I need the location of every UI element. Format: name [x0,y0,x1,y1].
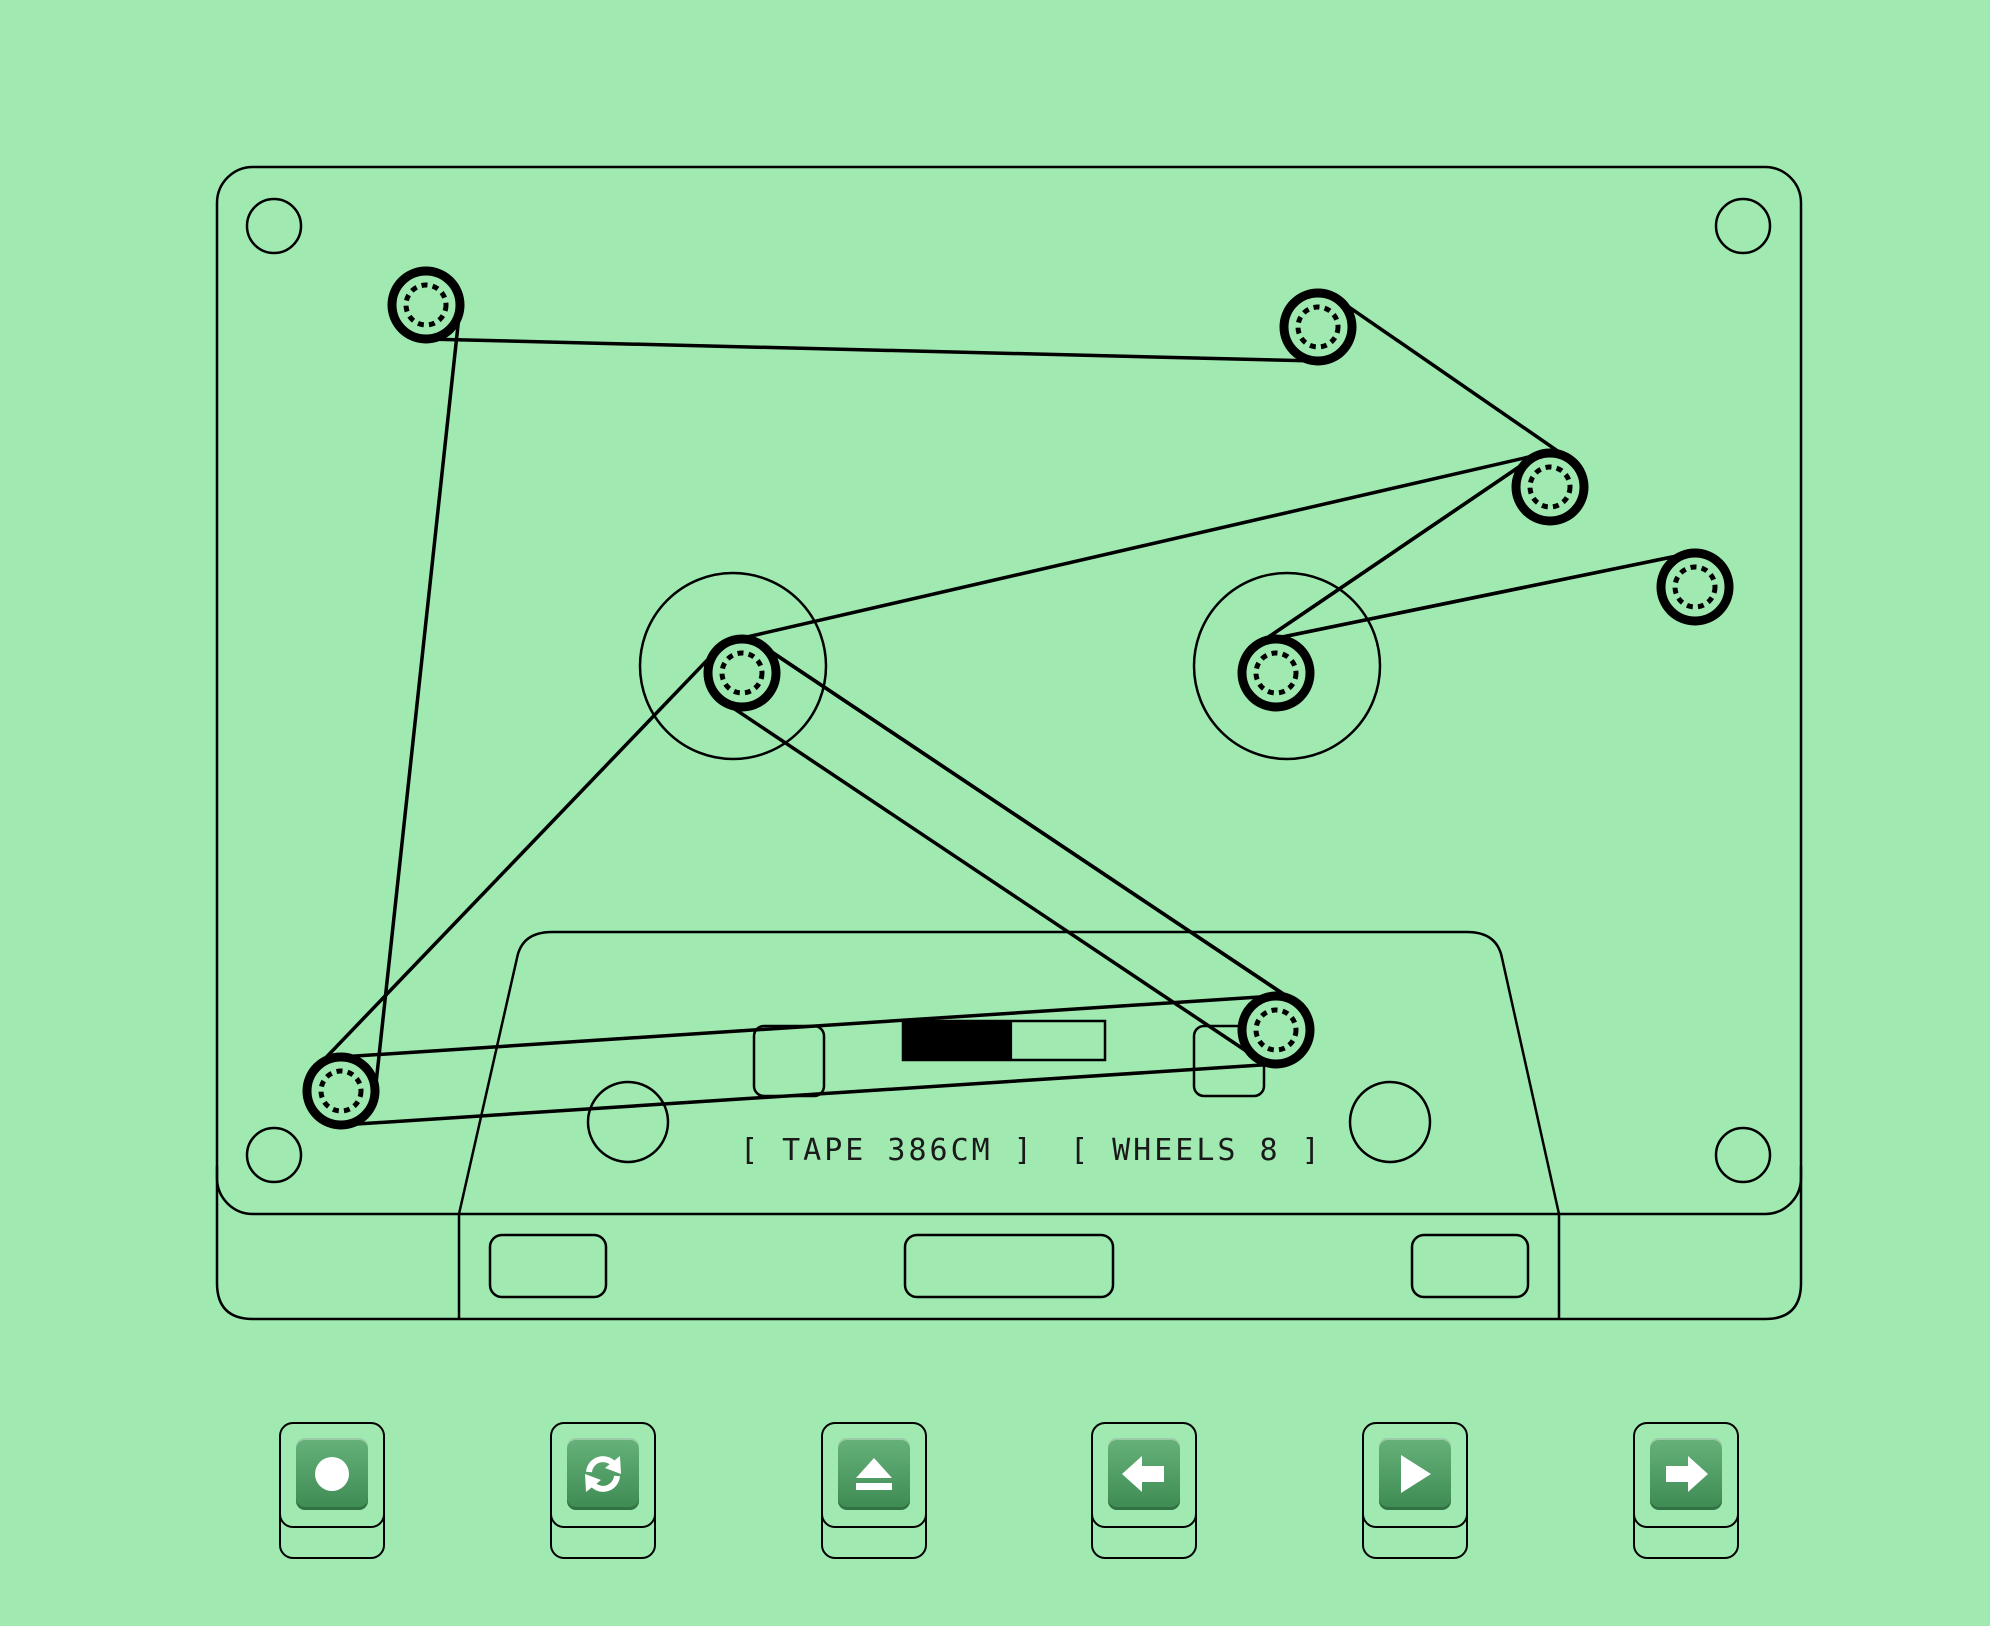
tape-path [315,297,1689,1127]
tape-length-label: [ TAPE 386CM ] [740,1133,1035,1168]
eject-icon [856,1458,892,1490]
rewind-loop-button[interactable] [550,1422,656,1561]
button-cap [550,1422,656,1528]
tape-segment [343,1062,1279,1127]
tape-segment [338,994,1274,1059]
button-face [296,1438,368,1510]
tape-segment [1268,551,1689,642]
wheel-w6[interactable] [1237,634,1315,712]
tape-segment [315,648,719,1069]
next-button[interactable] [1633,1422,1739,1561]
button-cap [1362,1422,1468,1528]
previous-button[interactable] [1091,1422,1197,1561]
record-button[interactable] [279,1422,385,1561]
tape-segment [1255,457,1532,647]
tape-segment [722,699,1259,1060]
button-cap [821,1422,927,1528]
eject-button[interactable] [821,1422,927,1561]
button-face [1108,1438,1180,1510]
button-cap [1633,1422,1739,1528]
button-face [567,1438,639,1510]
play-button[interactable] [1362,1422,1468,1561]
refresh-icon [585,1456,621,1492]
wheel-w5[interactable] [703,634,781,712]
wheel-w8[interactable] [302,1052,380,1130]
tape-segment [733,452,1543,642]
tape-progress-bar [901,1019,1107,1062]
cassette-shell [215,165,1803,1321]
record-icon [315,1457,349,1491]
wheel-layer [302,266,1734,1130]
wheel-w7[interactable] [1237,991,1315,1069]
tape-segment [1336,297,1571,461]
tape-progress-fill [903,1021,1013,1060]
arrow-right-icon [1666,1456,1708,1492]
wheel-w4[interactable] [1656,548,1734,626]
play-icon [1401,1455,1431,1493]
wheel-count-label: [ WHEELS 8 ] [1070,1133,1323,1168]
tape-segment [373,308,462,1095]
tape-segment [425,337,1318,363]
button-face [838,1438,910,1510]
tape-segment [759,643,1296,1004]
wheel-w2[interactable] [1279,288,1357,366]
button-face [1379,1438,1451,1510]
button-face [1650,1438,1722,1510]
button-cap [1091,1422,1197,1528]
wheel-w1[interactable] [387,266,465,344]
arrow-left-icon [1122,1456,1164,1492]
button-cap [279,1422,385,1528]
wheel-w3[interactable] [1511,448,1589,526]
